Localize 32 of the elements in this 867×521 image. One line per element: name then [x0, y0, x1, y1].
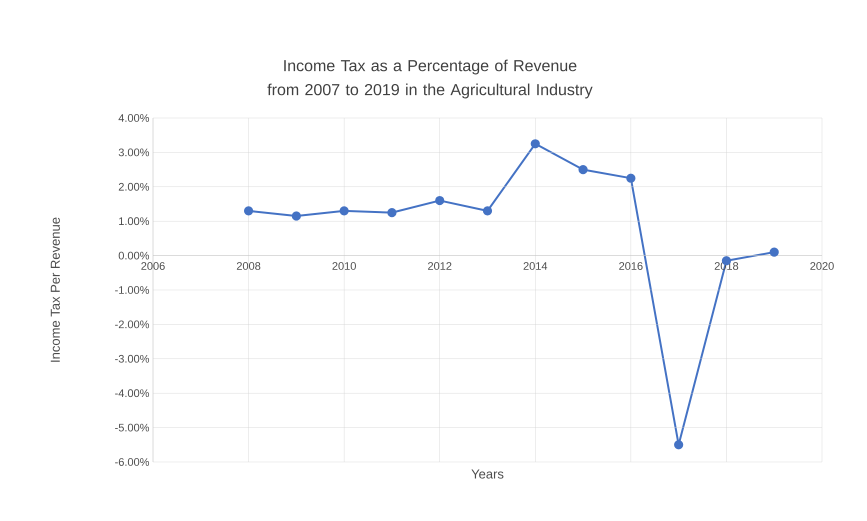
y-tick-label: 1.00%: [119, 217, 150, 226]
y-tick-label: -4.00%: [115, 389, 150, 398]
y-tick-label: 4.00%: [118, 114, 150, 122]
point: [674, 440, 684, 450]
chart-title: Income Tax as a Percentage of Revenue from 2007 to 2019 in the Agricultural Industry: [267, 60, 593, 98]
point: [530, 139, 540, 148]
point: [340, 206, 349, 216]
point: [578, 164, 588, 174]
y-tick-label: -2.00%: [115, 320, 150, 328]
x-tick-label: 2008: [236, 262, 260, 270]
y-tick-label: -6.00%: [115, 458, 150, 466]
x-axis-title: Years: [471, 470, 504, 479]
y-tick-label: -5.00%: [115, 424, 150, 432]
point: [292, 211, 301, 221]
point: [626, 174, 636, 183]
y-tick-label: 0.00%: [118, 252, 150, 260]
x-tick-label: 2014: [524, 262, 548, 270]
point: [435, 196, 444, 206]
y-tick-label: -1.00%: [115, 286, 150, 294]
x-tick-label: 2016: [619, 262, 643, 270]
x-tick-label: 2012: [428, 262, 452, 270]
x-tick-label: 2010: [332, 262, 356, 270]
point: [482, 206, 492, 216]
point: [244, 206, 254, 216]
y-tick-label: 2.00%: [118, 182, 150, 191]
x-tick-label: 2006: [141, 262, 165, 270]
point: [387, 208, 397, 218]
y-tick-label: -3.00%: [115, 354, 150, 363]
x-tick-label: 2020: [810, 262, 834, 270]
point: [770, 248, 779, 257]
y-axis-title: Income Tax Per Revenue: [50, 218, 60, 362]
y-tick-label: 3.00%: [118, 148, 150, 156]
